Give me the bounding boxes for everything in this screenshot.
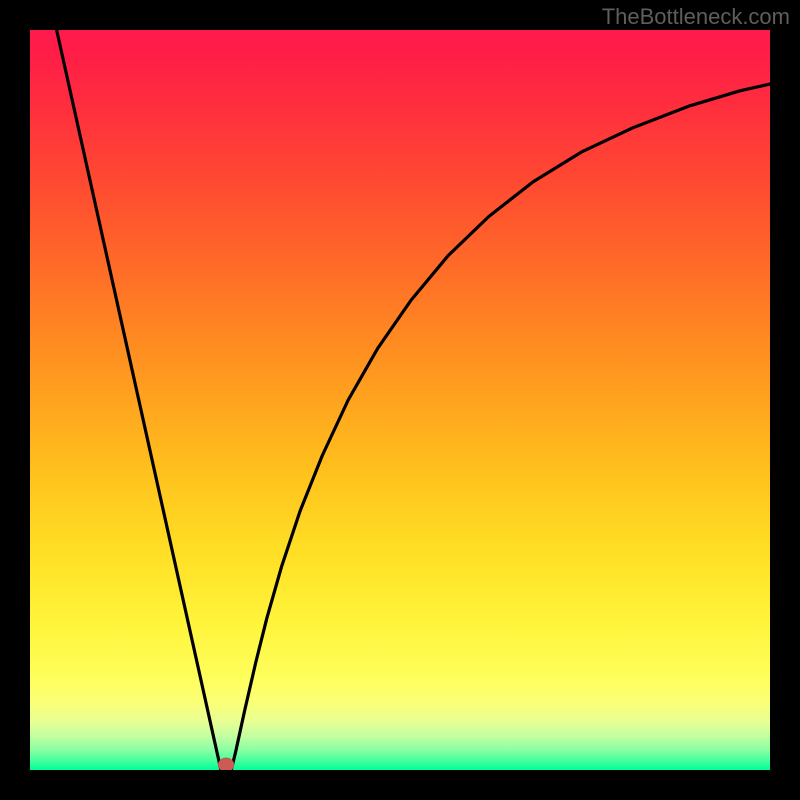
chart-container: TheBottleneck.com [0,0,800,800]
bottleneck-chart [30,30,770,770]
plot-background [30,30,770,770]
attribution-text: TheBottleneck.com [602,4,790,30]
optimal-point-marker [218,758,234,770]
